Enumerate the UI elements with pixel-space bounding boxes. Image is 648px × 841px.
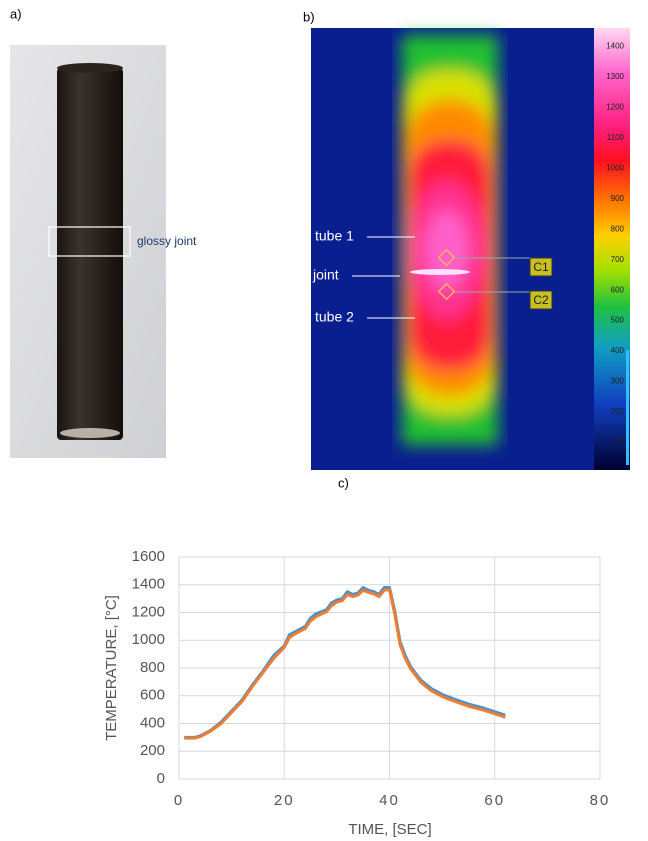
- x-tick-label: 80: [590, 792, 611, 809]
- thermal-label: tube 2: [315, 309, 354, 325]
- y-axis-label: TEMPERATURE, [°C]: [103, 595, 120, 741]
- colorbar-tick-label: 500: [611, 316, 625, 325]
- thermal-label: tube 1: [315, 228, 354, 244]
- colorbar-ticks: 1400 1300 1200 1100 1000 900 800 700 600 500 400 30…: [606, 41, 624, 446]
- x-tick-label: 40: [379, 792, 400, 809]
- marker-box: [529, 290, 553, 310]
- series-line: [184, 588, 506, 740]
- panel-label: c): [338, 475, 349, 490]
- colorbar-tick-label: 700: [611, 255, 625, 264]
- marker-box: [529, 257, 553, 277]
- thermal-label: joint: [312, 267, 339, 283]
- y-tick-label: 800: [140, 659, 165, 676]
- marker-point: [437, 282, 456, 301]
- panel-label: a): [10, 6, 22, 21]
- tube-photo: [57, 68, 123, 440]
- joint-glow: [410, 269, 470, 275]
- y-tick-label: 1600: [132, 548, 165, 565]
- panel-label: b): [303, 9, 315, 24]
- marker-point: [437, 248, 456, 267]
- colorbar-tick-label: 400: [611, 346, 625, 355]
- y-tick-label: 400: [140, 714, 165, 731]
- y-tick-label: 1200: [132, 603, 165, 620]
- line-chart: 0 200 400 600 800 1000 1200 1400 1600 0 20 40 60 80: [132, 548, 611, 809]
- x-tick-label: 0: [174, 792, 184, 809]
- y-tick-label: 0: [157, 770, 165, 787]
- y-tick-label: 200: [140, 742, 165, 759]
- colorbar-tick-label: 900: [611, 194, 625, 203]
- annotation: glossy joint: [137, 234, 197, 248]
- x-tick-label: 20: [274, 792, 295, 809]
- thermal-hotspot: [402, 35, 498, 445]
- colorbar: [594, 28, 630, 470]
- colorbar-tick-label: 100: [611, 438, 625, 447]
- tube-top: [57, 63, 123, 73]
- colorbar-tick-label: 1400: [606, 41, 624, 50]
- joint-box: [48, 226, 131, 257]
- y-tick-label: 1400: [132, 576, 165, 593]
- colorbar-tick-label: 1100: [607, 133, 625, 142]
- colorbar-tick-label: 200: [611, 407, 625, 416]
- x-axis-label: TIME, [SEC]: [348, 821, 431, 838]
- series-line: [184, 586, 506, 739]
- marker-label: C2: [533, 293, 549, 307]
- y-tick-label: 600: [140, 687, 165, 704]
- colorbar-tick-label: 1000: [606, 163, 624, 172]
- y-tick-label: 1000: [132, 631, 165, 648]
- colorbar-tick-label: 800: [611, 224, 625, 233]
- colorbar-indicator: [626, 350, 629, 465]
- colorbar-tick-label: 600: [611, 285, 625, 294]
- colorbar-tick-label: 1200: [606, 102, 624, 111]
- tube-bottom: [60, 428, 120, 438]
- marker-label: C1: [533, 260, 549, 274]
- colorbar-tick-label: 300: [611, 377, 625, 386]
- x-tick-label: 60: [484, 792, 505, 809]
- colorbar-tick-label: 1300: [606, 72, 624, 81]
